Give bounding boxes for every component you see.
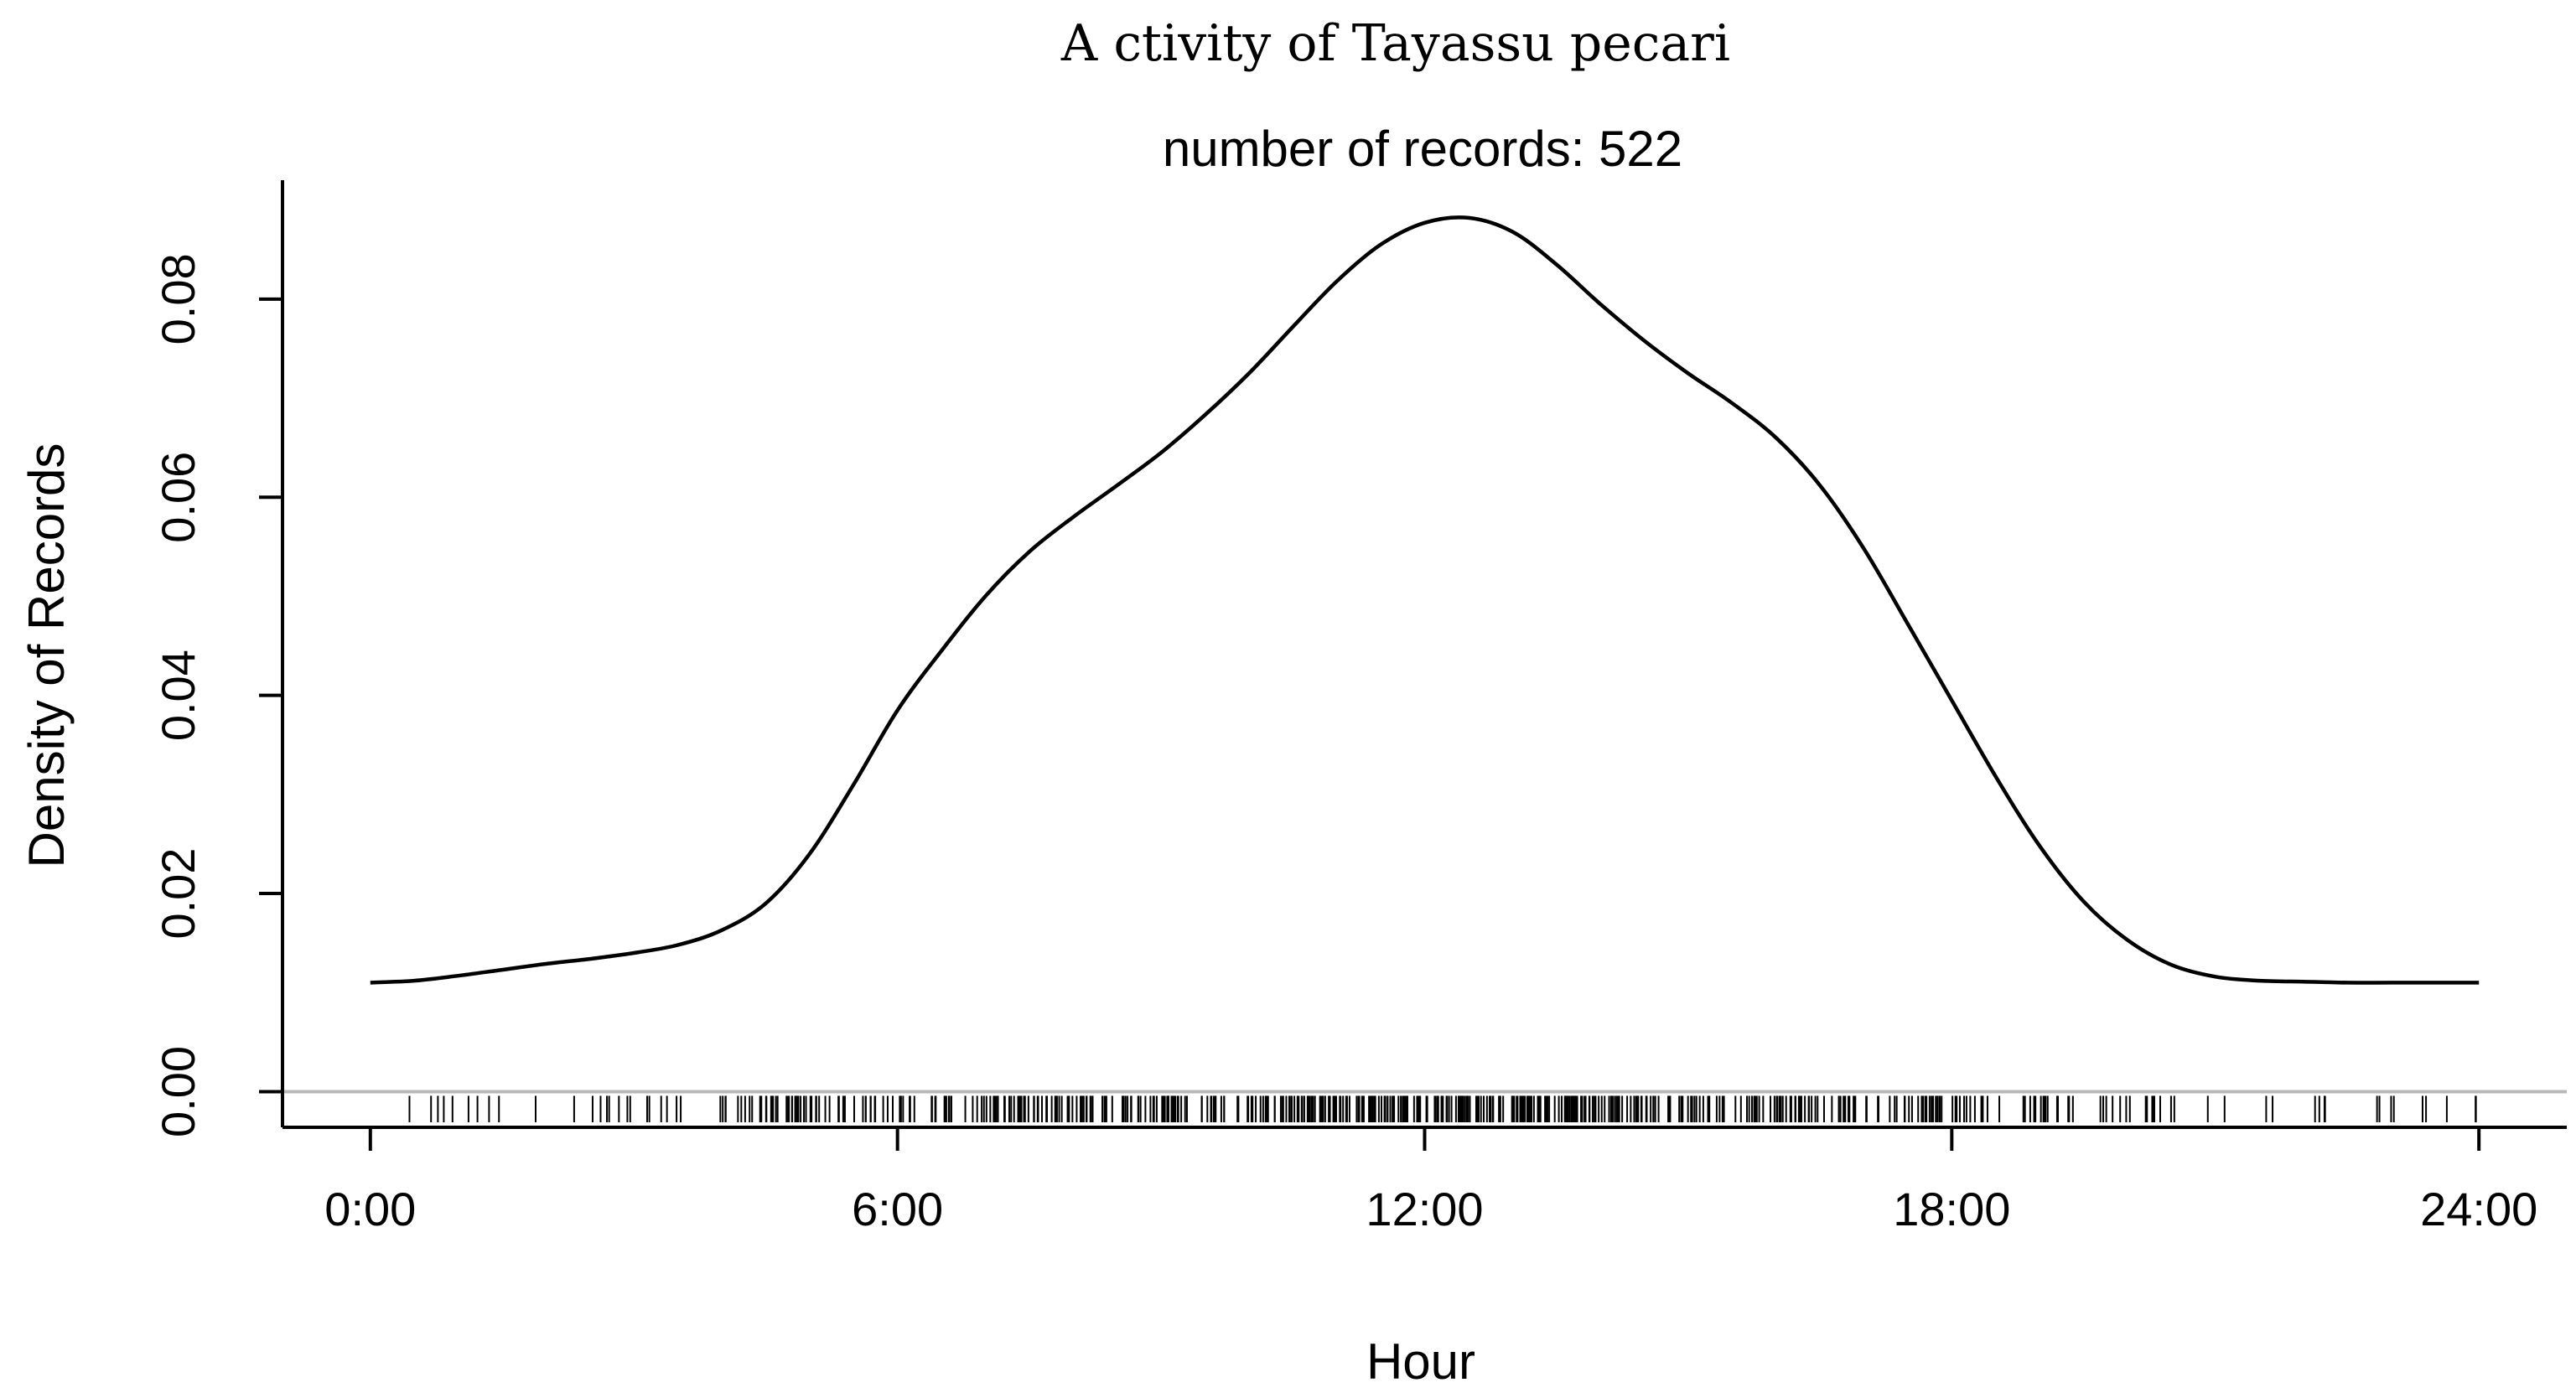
y-axis-ticks: 0.00 0.02 0.04 0.06 0.08 <box>152 253 282 1137</box>
x-tick-label-0: 0:00 <box>324 1183 416 1235</box>
axes: 0:00 6:00 12:00 18:00 24:00 0.00 0.02 0.04 0.06… <box>152 180 2567 1235</box>
y-axis-label: Density of Records <box>18 443 75 868</box>
rug-marks <box>408 1095 2477 1122</box>
density-curve <box>370 215 2480 985</box>
x-tick-label-4: 24:00 <box>2420 1183 2537 1235</box>
y-tick-label-0: 0.00 <box>152 1046 205 1137</box>
chart-title: A ctivity of Tayassu pecari <box>1060 14 1730 73</box>
x-axis-ticks: 0:00 6:00 12:00 18:00 24:00 <box>324 1127 2537 1235</box>
x-tick-label-1: 6:00 <box>852 1183 943 1235</box>
x-axis-label: Hour <box>1366 1333 1475 1390</box>
x-tick-label-2: 12:00 <box>1366 1183 1483 1235</box>
y-tick-label-2: 0.04 <box>152 650 205 741</box>
x-tick-label-3: 18:00 <box>1893 1183 2010 1235</box>
chart-subtitle: number of records: 522 <box>1163 121 1682 177</box>
y-tick-label-4: 0.08 <box>152 253 205 344</box>
y-tick-label-3: 0.06 <box>152 452 205 543</box>
y-tick-label-1: 0.02 <box>152 848 205 940</box>
